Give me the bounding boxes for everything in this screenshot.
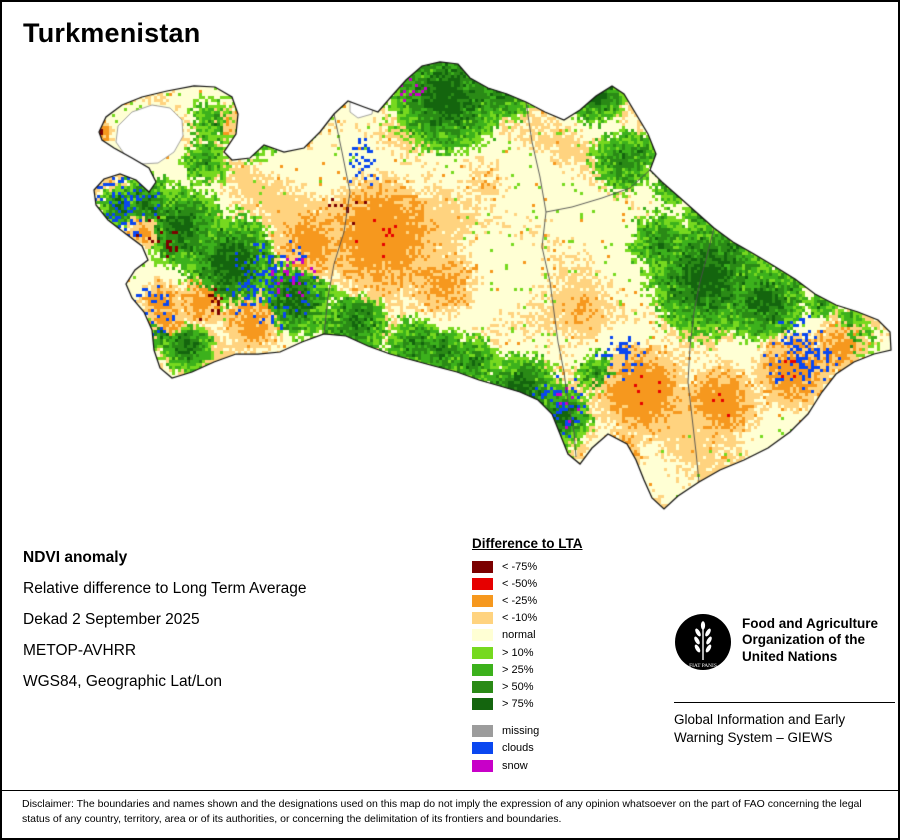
legend-swatch (472, 646, 493, 659)
disclaimer-text: Disclaimer: The boundaries and names sho… (22, 798, 862, 825)
legend-swatch (472, 680, 493, 693)
map-info-block: NDVI anomaly Relative difference to Long… (23, 549, 307, 691)
legend-swatch (472, 577, 493, 590)
info-dekad-date: Dekad 2 September 2025 (23, 611, 200, 628)
page-title: Turkmenistan (23, 18, 201, 48)
legend-item-label: > 10% (502, 646, 534, 659)
legend-item: snow (472, 757, 583, 774)
legend-item: normal (472, 627, 583, 644)
fao-logo-icon: FIAT PANIS (675, 614, 731, 670)
legend: Difference to LTA < -75% < -50% < -25% < -1… (472, 536, 583, 774)
legend-items: < -75% < -50% < -25% < -10% normal > 10% > 25%… (472, 558, 583, 713)
legend-extra-items: missing clouds snow (472, 723, 583, 775)
legend-swatch (472, 560, 493, 573)
legend-swatch (472, 612, 493, 625)
legend-swatch (472, 663, 493, 676)
info-sensor: METOP-AVHRR (23, 642, 137, 659)
info-relative-difference: Relative difference to Long Term Average (23, 580, 307, 597)
legend-item-label: > 50% (502, 680, 534, 693)
legend-item: > 75% (472, 696, 583, 713)
legend-swatch (472, 629, 493, 642)
legend-item: missing (472, 723, 583, 740)
org-divider (674, 702, 895, 703)
legend-item-label: > 75% (502, 698, 534, 711)
fao-org-name: Food and Agriculture Organization of the… (742, 616, 878, 664)
legend-item-label: snow (502, 759, 528, 772)
legend-item-label: > 25% (502, 663, 534, 676)
legend-item: > 25% (472, 661, 583, 678)
ndvi-map (82, 57, 897, 527)
ndvi-map-canvas (82, 57, 897, 527)
legend-item-label: < -10% (502, 612, 538, 625)
legend-swatch (472, 742, 493, 755)
legend-item: < -25% (472, 592, 583, 609)
legend-item-label: missing (502, 725, 540, 738)
legend-item-label: < -25% (502, 594, 538, 607)
legend-item: > 10% (472, 644, 583, 661)
legend-item-label: < -75% (502, 560, 538, 573)
info-ndvi-anomaly: NDVI anomaly (23, 549, 128, 566)
legend-item: < -75% (472, 558, 583, 575)
legend-swatch (472, 759, 493, 772)
giews-name: Global Information and Early Warning Sys… (674, 712, 846, 745)
legend-item-label: normal (502, 629, 536, 642)
footer-rule (2, 790, 898, 791)
legend-item: < -10% (472, 610, 583, 627)
legend-swatch (472, 594, 493, 607)
info-projection: WGS84, Geographic Lat/Lon (23, 673, 223, 690)
legend-item: < -50% (472, 575, 583, 592)
legend-swatch (472, 698, 493, 711)
legend-item: clouds (472, 740, 583, 757)
legend-item-label: clouds (502, 742, 534, 755)
legend-item: > 50% (472, 678, 583, 695)
fao-block: FIAT PANIS Food and Agriculture Organiza… (674, 613, 894, 671)
legend-swatch (472, 725, 493, 738)
legend-item-label: < -50% (502, 577, 538, 590)
legend-title: Difference to LTA (472, 536, 583, 551)
fao-logo-motto: FIAT PANIS (689, 663, 717, 669)
